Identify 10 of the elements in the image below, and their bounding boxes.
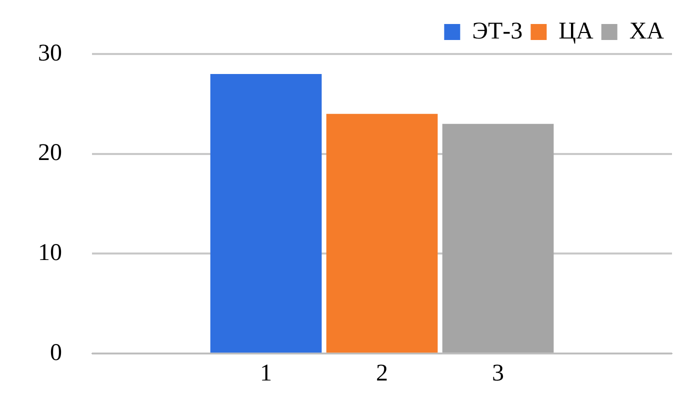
- legend-label: ЦА: [558, 18, 594, 44]
- y-tick-label: 10: [38, 240, 62, 266]
- y-tick-label: 20: [38, 140, 62, 166]
- x-tick-label: 2: [376, 360, 388, 386]
- x-tick-label: 3: [492, 360, 504, 386]
- y-tick-label: 0: [50, 340, 62, 366]
- y-tick-label: 30: [38, 40, 62, 66]
- legend-label: ХА: [629, 18, 665, 44]
- legend-label: ЭТ-3: [472, 18, 523, 44]
- x-tick-label: 1: [260, 360, 272, 386]
